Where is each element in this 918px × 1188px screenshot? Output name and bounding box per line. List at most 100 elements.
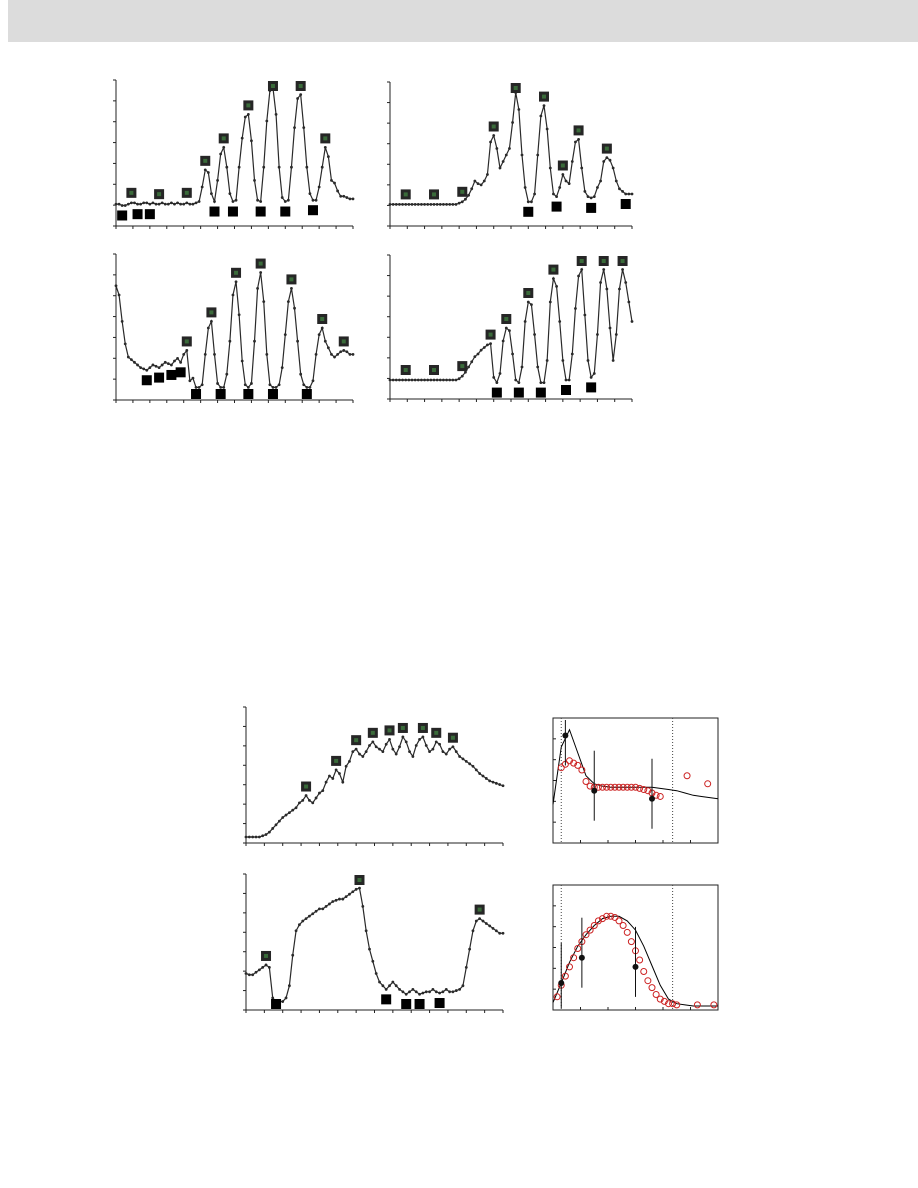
data-point xyxy=(435,378,439,382)
data-point xyxy=(418,992,421,996)
model-point xyxy=(627,783,635,791)
data-point xyxy=(410,203,414,206)
peak-label-box-dot xyxy=(203,158,208,163)
data-point xyxy=(533,333,536,336)
data-point xyxy=(296,339,299,343)
data-point xyxy=(308,799,311,802)
data-point xyxy=(421,735,425,739)
data-point xyxy=(467,193,470,197)
data-point xyxy=(442,203,445,206)
data-point xyxy=(234,280,238,284)
data-point xyxy=(354,887,358,891)
model-point xyxy=(636,956,644,964)
data-point xyxy=(351,890,355,894)
trough-label-box xyxy=(255,206,266,217)
model-point xyxy=(665,1000,672,1008)
data-point xyxy=(611,166,615,170)
trough-label-box xyxy=(132,209,143,220)
data-point xyxy=(358,752,361,756)
data-point xyxy=(194,386,198,389)
data-point xyxy=(501,784,505,788)
data-point xyxy=(185,349,189,352)
data-point xyxy=(460,200,464,204)
data-point xyxy=(298,923,301,927)
data-point xyxy=(621,268,624,271)
data-point xyxy=(341,780,345,784)
data-point xyxy=(542,104,546,107)
data-point xyxy=(129,358,133,362)
data-point xyxy=(154,364,158,368)
data-point xyxy=(254,835,258,839)
data-point xyxy=(429,203,433,206)
data-point xyxy=(407,378,411,382)
data-point xyxy=(539,114,543,118)
model-point xyxy=(704,780,712,788)
data-point xyxy=(348,759,351,763)
data-point xyxy=(479,183,483,187)
data-point xyxy=(457,201,461,205)
data-point xyxy=(321,789,325,793)
data-point xyxy=(448,990,451,994)
data-point xyxy=(277,819,281,823)
trough-label-box xyxy=(301,389,312,399)
peak-label-box-dot xyxy=(604,146,609,151)
fit-chart-lower xyxy=(552,884,719,1011)
data-point xyxy=(479,348,483,352)
page-header-band xyxy=(8,0,918,42)
data-point xyxy=(351,750,355,753)
data-point xyxy=(123,342,127,346)
data-point xyxy=(533,192,536,196)
data-point xyxy=(191,202,195,206)
data-point xyxy=(304,917,308,920)
model-point xyxy=(566,963,573,971)
data-point xyxy=(240,136,244,140)
model-point xyxy=(683,772,691,780)
data-point xyxy=(364,750,368,753)
data-point xyxy=(371,959,375,963)
data-point xyxy=(498,783,502,786)
data-point xyxy=(404,740,408,744)
trough-label-box xyxy=(561,385,571,395)
peak-label-box-dot xyxy=(304,784,309,789)
data-point xyxy=(608,158,612,162)
data-point xyxy=(602,160,606,163)
data-point xyxy=(494,781,498,785)
data-point xyxy=(408,990,411,994)
data-point xyxy=(160,363,164,367)
series-line xyxy=(245,887,503,1003)
data-point xyxy=(231,200,235,203)
data-point xyxy=(401,990,405,994)
data-point xyxy=(388,203,392,206)
model-point xyxy=(627,938,635,946)
data-point xyxy=(374,972,378,975)
data-point xyxy=(240,359,244,363)
data-point xyxy=(548,300,552,304)
data-point xyxy=(120,204,124,207)
data-point xyxy=(225,372,229,376)
data-point xyxy=(420,203,423,206)
observed-point xyxy=(558,980,565,986)
data-point xyxy=(441,990,445,994)
data-point xyxy=(458,987,462,991)
trace-chart-lower-top xyxy=(240,705,505,847)
data-point xyxy=(142,201,146,205)
data-point xyxy=(476,182,480,185)
data-point xyxy=(508,329,511,332)
data-point xyxy=(494,929,498,933)
data-point xyxy=(311,912,315,916)
model-point xyxy=(611,913,619,921)
model-point xyxy=(566,757,573,765)
data-point xyxy=(491,780,495,784)
data-point xyxy=(482,346,486,349)
data-point xyxy=(438,203,442,206)
data-point xyxy=(401,735,405,739)
model-point xyxy=(603,912,611,920)
baseline-label-box-dot xyxy=(403,192,408,197)
series-line xyxy=(115,272,353,389)
data-point xyxy=(371,740,375,744)
data-point xyxy=(444,752,448,756)
data-point xyxy=(474,919,478,923)
data-point xyxy=(464,759,468,763)
data-point xyxy=(265,353,269,356)
data-point xyxy=(539,381,543,384)
